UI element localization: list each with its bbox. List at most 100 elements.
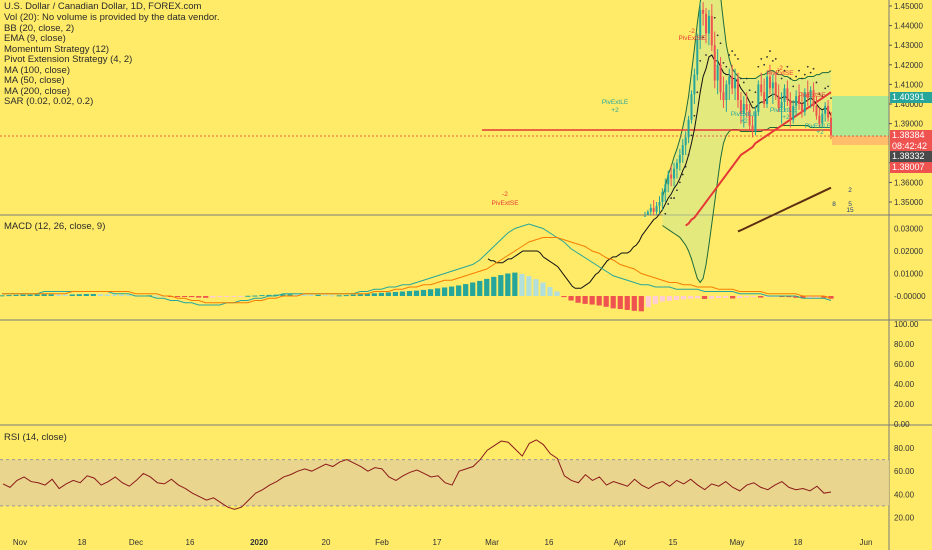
- macd-hist-bar-30: [210, 296, 216, 298]
- legend-ma200[interactable]: MA (200, close): [4, 85, 70, 97]
- x-tick-label-3: 16: [186, 538, 195, 547]
- macd-hist-bar-64: [449, 286, 455, 296]
- sar-dot-88: [742, 81, 745, 84]
- signal-label-1: -2: [502, 191, 508, 198]
- macd-hist-bar-88: [617, 296, 623, 310]
- macd-hist-bar-12: [83, 293, 89, 296]
- sar-dot-74: [702, 36, 705, 39]
- symbol-title[interactable]: U.S. Dollar / Canadian Dollar, 1D, FOREX…: [4, 1, 202, 12]
- macd-hist-bar-57: [399, 291, 406, 296]
- sar-dot-95: [763, 63, 766, 66]
- macd-hist-bar-95: [666, 296, 673, 301]
- macd-hist-bar-45: [315, 294, 321, 296]
- sar-dot-90: [748, 89, 751, 92]
- candle-body-68: [684, 137, 687, 146]
- legend-pivot-ext[interactable]: Pivot Extension Strategy (4, 2): [4, 54, 133, 65]
- macd-hist-bar-34: [238, 296, 244, 297]
- macd-hist-bar-50: [350, 294, 356, 296]
- macd-hist-bar-107: [751, 296, 757, 298]
- candle-body-88: [742, 104, 745, 114]
- macd-hist-bar-8: [55, 294, 61, 296]
- macd-hist-bar-2: [13, 294, 19, 296]
- macd-hist-bar-48: [336, 295, 342, 297]
- sar-dot-89: [745, 77, 748, 80]
- macd-hist-bar-14: [97, 294, 103, 296]
- sar-dot-100: [777, 69, 780, 72]
- sar-dot-112: [812, 67, 815, 70]
- macd-hist-bar-39: [273, 294, 279, 296]
- price-tick-label-5: 1.40000: [894, 100, 923, 109]
- legend-momentum[interactable]: Momentum Strategy (12): [4, 43, 110, 55]
- x-tick-label-1: 18: [78, 538, 87, 547]
- candle-body-79: [716, 64, 719, 81]
- macd-hist-bar-70: [491, 276, 497, 296]
- candle-body-57: [652, 207, 655, 212]
- macd-tick-label-1: 0.02000: [894, 247, 923, 256]
- sar-dot-81: [722, 61, 725, 64]
- macd-hist-bar-72: [505, 273, 511, 296]
- macd-hist-bar-47: [329, 295, 335, 297]
- sar-dot-75: [705, 54, 707, 56]
- macd-hist-bar-112: [786, 296, 792, 298]
- candle-body-77: [710, 15, 713, 46]
- signal-label-11: PivExtLE: [770, 107, 797, 114]
- sar-dot-83: [728, 54, 731, 56]
- candle-body-73: [699, 9, 702, 40]
- signal-label-15: 2: [848, 187, 852, 194]
- macd-pane-label[interactable]: MACD (12, 26, close, 9): [4, 221, 106, 232]
- macd-hist-bar-97: [680, 296, 687, 300]
- legend-ma100[interactable]: MA (100, close): [4, 64, 70, 76]
- candle-body-84: [731, 76, 734, 89]
- legend-ma50[interactable]: MA (50, close): [4, 75, 65, 86]
- legend-vol[interactable]: Vol (20): No volume is provided by the d…: [4, 12, 220, 23]
- legend-bb[interactable]: BB (20, close, 2): [4, 22, 75, 34]
- macd-hist-bar-51: [357, 294, 363, 296]
- macd-hist-bar-74: [519, 273, 525, 296]
- candle-body-94: [760, 84, 763, 93]
- macd-hist-bar-76: [533, 279, 539, 296]
- candle-body-62: [667, 174, 670, 185]
- macd-hist-bar-6: [41, 294, 47, 296]
- x-tick-label-0: Nov: [13, 538, 27, 547]
- sar-dot-106: [795, 75, 798, 78]
- candle-body-105: [792, 105, 795, 120]
- macd-hist-bar-106: [744, 296, 750, 298]
- macd-hist-bar-54: [378, 292, 384, 296]
- signal-label-17: 8: [832, 201, 836, 208]
- macd-hist-bar-7: [48, 294, 54, 296]
- macd-hist-bar-105: [737, 296, 743, 299]
- sar-dot-68: [684, 165, 687, 168]
- candle-body-56: [649, 207, 652, 212]
- ma200-line: [737, 186, 832, 233]
- signal-label-18: 15: [846, 207, 854, 214]
- signal-label-12: +2: [782, 114, 790, 121]
- x-tick-label-6: Feb: [375, 538, 389, 547]
- candle-body-60: [661, 192, 664, 202]
- sar-dot-114: [818, 93, 821, 96]
- candle-body-72: [696, 39, 699, 75]
- legend-ema[interactable]: EMA (9, close): [4, 33, 66, 44]
- candle-body-85: [734, 78, 737, 89]
- sar-dot-102: [783, 69, 786, 72]
- ma100-line: [685, 91, 832, 227]
- legend-sar[interactable]: SAR (0.02, 0.02, 0.2): [4, 96, 94, 107]
- price-tag-2-text: 1.38384: [892, 130, 925, 140]
- macd-hist-bar-103: [723, 296, 729, 298]
- macd-tick-label-2: 0.01000: [894, 270, 923, 279]
- macd-hist-bar-63: [441, 287, 448, 296]
- momentum-tick-label-4: 20.00: [894, 400, 915, 409]
- sar-dot-62: [667, 203, 670, 205]
- x-tick-label-12: May: [729, 538, 744, 547]
- sar-dot-66: [678, 181, 681, 184]
- candle-body-64: [673, 168, 676, 179]
- macd-hist-bar-37: [259, 295, 265, 297]
- candle-body-86: [736, 78, 739, 101]
- candle-body-109: [803, 92, 806, 112]
- macd-hist-bar-60: [420, 289, 427, 296]
- macd-hist-bar-85: [596, 296, 602, 306]
- macd-hist-bar-92: [645, 296, 651, 308]
- rsi-pane-label[interactable]: RSI (14, close): [4, 432, 67, 443]
- sar-dot-92: [754, 91, 757, 94]
- signal-label-10: +2: [740, 118, 748, 125]
